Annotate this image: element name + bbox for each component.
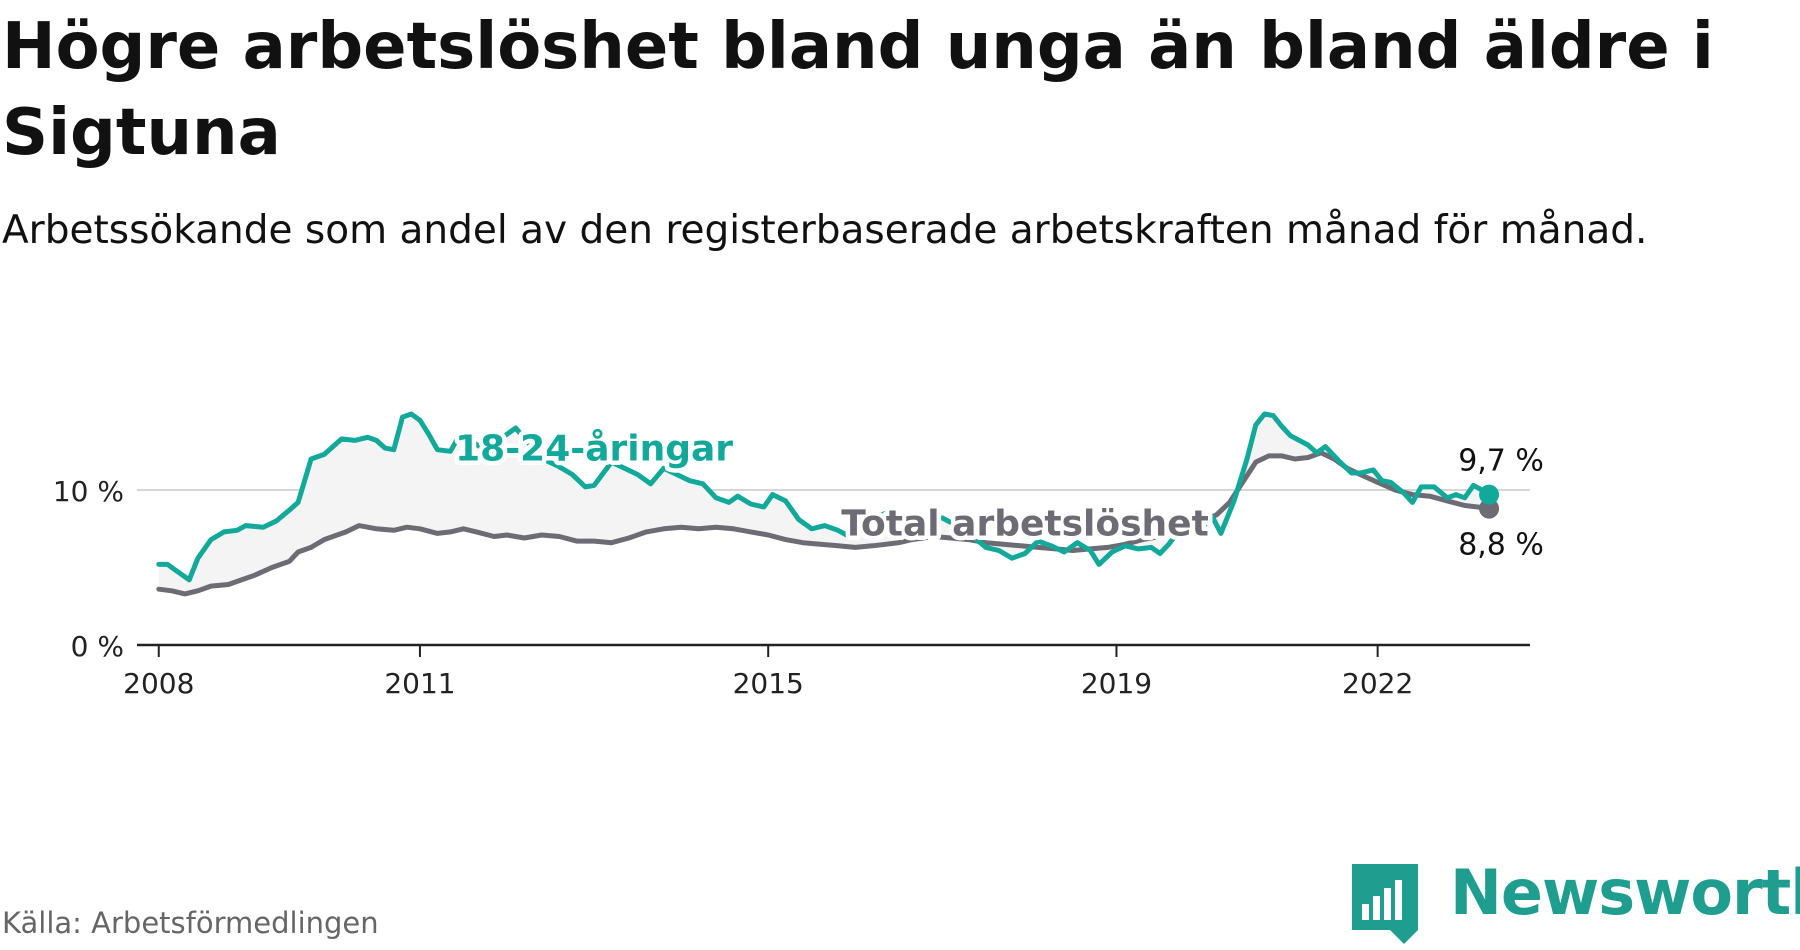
series-labels: 8,8 % 9,7 % 18-24-åringar Total arbetslöshe…	[451, 424, 1544, 563]
newsworthy-logo-icon	[1352, 864, 1418, 944]
series-lines	[156, 411, 1492, 597]
line-chart: 0 % 10 % 2008 2011 2015 2019 2022 8,8 % 9,7 % 18…	[53, 411, 1544, 700]
x-tick-label: 2008	[123, 667, 194, 700]
x-tick-label: 2019	[1081, 667, 1152, 700]
series-name-label-total: Total arbetslöshet	[841, 504, 1209, 545]
x-tick-label: 2011	[384, 667, 455, 700]
x-tick-label: 2015	[733, 667, 804, 700]
series-name-label-youth: 18-24-åringar	[455, 429, 733, 470]
brand-name: Newsworthy	[1450, 856, 1800, 929]
x-tick-label: 2022	[1342, 667, 1413, 700]
end-point-total	[1479, 498, 1500, 519]
end-value-label-total: 8,8 %	[1458, 528, 1544, 563]
end-value-label-youth: 9,7 %	[1458, 444, 1544, 479]
chart-title: Högre arbetslöshet bland unga än bland ä…	[2, 10, 1714, 170]
y-tick-label: 0 %	[71, 630, 124, 663]
end-point-youth	[1479, 484, 1500, 505]
y-tick-label: 10 %	[53, 475, 124, 508]
source-note: Källa: Arbetsförmedlingen	[2, 906, 379, 940]
axes: 0 % 10 % 2008 2011 2015 2019 2022	[53, 475, 1530, 700]
chart-subtitle: Arbetssökande som andel av den registerb…	[2, 208, 1648, 253]
series-line-youth	[156, 411, 1492, 583]
series-line-total	[156, 450, 1492, 597]
